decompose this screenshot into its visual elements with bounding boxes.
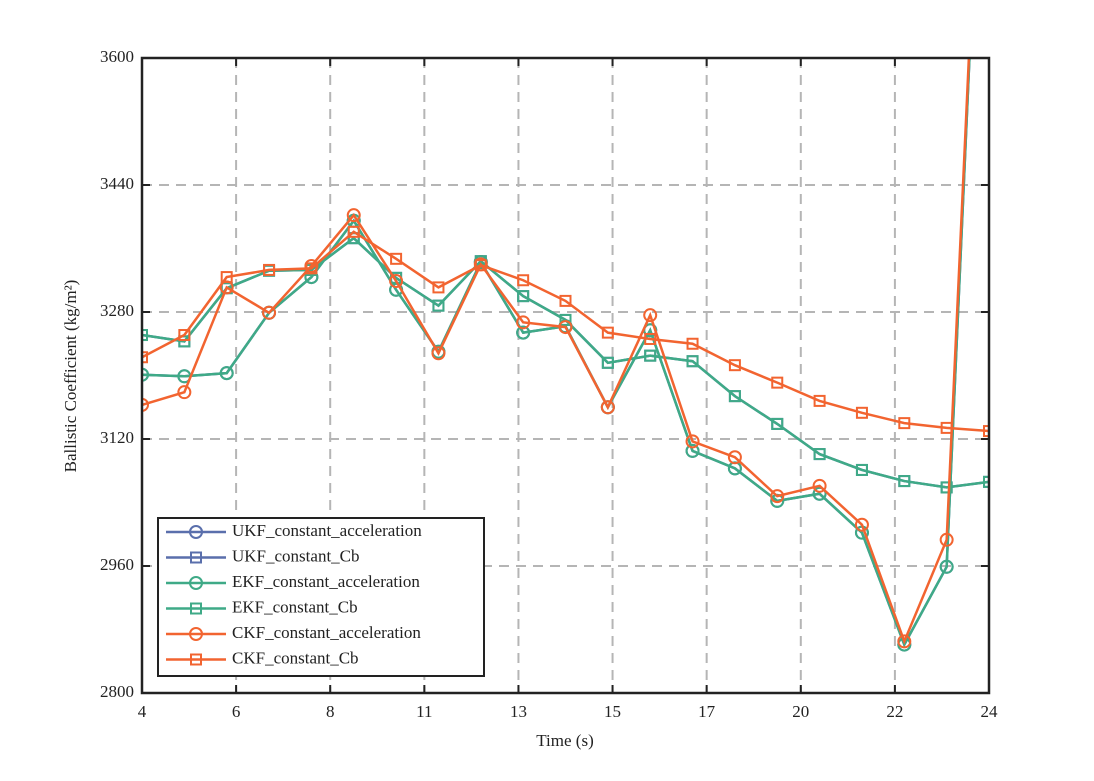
- marker: [189, 627, 203, 641]
- marker: [220, 271, 233, 284]
- marker: [983, 475, 989, 488]
- marker: [686, 337, 699, 350]
- marker: [897, 634, 912, 649]
- x-tick-label: 13: [510, 702, 527, 721]
- marker: [190, 653, 202, 666]
- marker: [178, 329, 191, 342]
- y-tick-label: 2800: [100, 682, 134, 701]
- x-tick-label: 17: [698, 702, 716, 721]
- x-tick-label: 6: [232, 702, 241, 721]
- legend-label: EKF_constant_Cb: [232, 597, 358, 616]
- marker: [559, 313, 572, 326]
- x-tick-label: 11: [416, 702, 432, 721]
- y-tick-label: 3280: [100, 301, 134, 320]
- plot-area: [142, 58, 989, 652]
- legend-box: [157, 517, 485, 677]
- series-line: [142, 58, 971, 645]
- marker: [189, 576, 203, 590]
- legend-label: CKF_constant_Cb: [232, 648, 359, 667]
- legend-label: UKF_constant_Cb: [232, 546, 360, 565]
- marker: [728, 390, 741, 403]
- marker: [432, 281, 445, 294]
- marker: [263, 263, 276, 276]
- marker: [939, 559, 954, 574]
- marker: [983, 425, 989, 438]
- marker: [855, 463, 868, 476]
- marker: [559, 294, 572, 307]
- marker: [432, 299, 445, 312]
- x-tick-label: 8: [326, 702, 335, 721]
- series-line: [142, 230, 989, 433]
- marker: [644, 349, 657, 362]
- marker: [516, 325, 531, 340]
- x-axis-label: Time (s): [536, 731, 593, 750]
- marker: [940, 481, 953, 494]
- y-tick-label: 3120: [100, 428, 134, 447]
- marker: [812, 486, 827, 501]
- y-tick-label: 3440: [100, 174, 134, 193]
- marker: [189, 525, 203, 539]
- y-axis-label: Ballistic Coefficient (kg/m²): [61, 280, 80, 473]
- marker: [601, 326, 614, 339]
- marker: [855, 406, 868, 419]
- marker: [390, 252, 403, 265]
- marker: [516, 315, 531, 330]
- marker: [601, 356, 614, 369]
- marker: [898, 475, 911, 488]
- marker: [177, 385, 192, 400]
- marker: [190, 602, 202, 615]
- marker: [142, 351, 148, 364]
- marker: [686, 355, 699, 368]
- x-tick-label: 20: [792, 702, 809, 721]
- marker: [346, 208, 361, 223]
- marker: [517, 274, 530, 287]
- marker: [517, 290, 530, 303]
- marker: [142, 329, 148, 342]
- marker: [940, 421, 953, 434]
- marker: [142, 397, 149, 412]
- plot-frame: [140, 56, 991, 695]
- marker: [898, 417, 911, 430]
- marker: [728, 359, 741, 372]
- marker: [771, 376, 784, 389]
- marker: [190, 551, 202, 564]
- marker: [854, 517, 869, 532]
- x-tick-label: 24: [981, 702, 999, 721]
- marker: [770, 489, 785, 504]
- marker: [431, 346, 446, 361]
- marker: [727, 450, 742, 465]
- y-tick-label: 2960: [100, 555, 134, 574]
- marker: [262, 305, 277, 320]
- marker: [347, 225, 360, 238]
- marker: [644, 332, 657, 345]
- marker: [142, 367, 149, 382]
- marker: [813, 448, 826, 461]
- marker: [558, 320, 573, 335]
- legend-label: CKF_constant_acceleration: [232, 623, 421, 642]
- marker: [812, 478, 827, 493]
- marker: [219, 366, 234, 381]
- marker: [474, 259, 487, 272]
- marker: [939, 532, 954, 547]
- legend-label: UKF_constant_acceleration: [232, 521, 422, 540]
- x-tick-label: 4: [138, 702, 147, 721]
- marker: [685, 434, 700, 449]
- marker: [771, 417, 784, 430]
- marker: [685, 443, 700, 458]
- x-tick-label: 15: [604, 702, 621, 721]
- y-tick-label: 3600: [100, 47, 134, 66]
- marker: [305, 262, 318, 275]
- marker: [813, 394, 826, 407]
- marker: [600, 400, 615, 415]
- legend-label: EKF_constant_acceleration: [232, 572, 420, 591]
- x-tick-label: 22: [886, 702, 903, 721]
- marker: [389, 274, 404, 289]
- marker: [643, 308, 658, 323]
